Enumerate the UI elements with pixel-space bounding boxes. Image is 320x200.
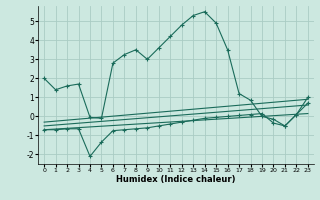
X-axis label: Humidex (Indice chaleur): Humidex (Indice chaleur) bbox=[116, 175, 236, 184]
